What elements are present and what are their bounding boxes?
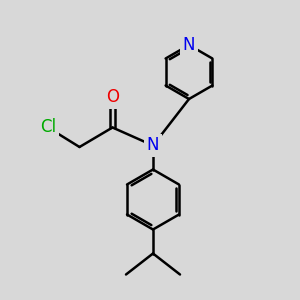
Text: Cl: Cl [40, 118, 56, 136]
Text: O: O [106, 88, 119, 106]
Text: N: N [183, 36, 195, 54]
Text: N: N [147, 136, 159, 154]
